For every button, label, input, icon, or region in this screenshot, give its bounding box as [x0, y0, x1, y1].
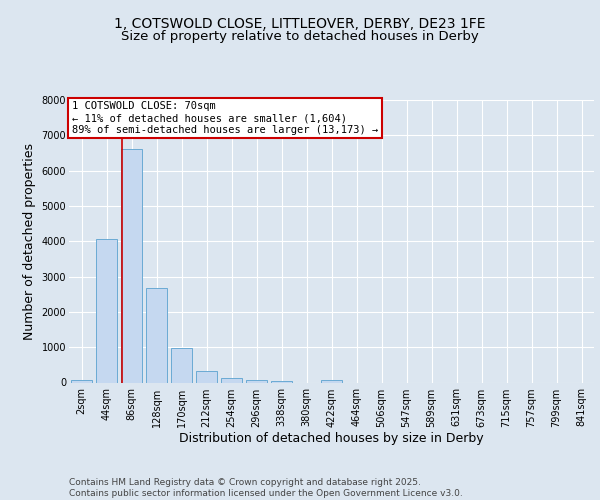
Bar	[171, 348, 192, 382]
Text: 1 COTSWOLD CLOSE: 70sqm
← 11% of detached houses are smaller (1,604)
89% of semi: 1 COTSWOLD CLOSE: 70sqm ← 11% of detache…	[71, 102, 378, 134]
Bar	[96, 240, 117, 382]
Bar	[196, 371, 217, 382]
Bar	[246, 380, 267, 382]
Bar	[146, 288, 167, 382]
Y-axis label: Number of detached properties: Number of detached properties	[23, 143, 36, 340]
Text: 1, COTSWOLD CLOSE, LITTLEOVER, DERBY, DE23 1FE: 1, COTSWOLD CLOSE, LITTLEOVER, DERBY, DE…	[114, 18, 486, 32]
Bar	[271, 381, 292, 382]
Bar	[71, 380, 92, 382]
Bar	[221, 378, 242, 382]
X-axis label: Distribution of detached houses by size in Derby: Distribution of detached houses by size …	[179, 432, 484, 446]
Text: Size of property relative to detached houses in Derby: Size of property relative to detached ho…	[121, 30, 479, 43]
Text: Contains HM Land Registry data © Crown copyright and database right 2025.
Contai: Contains HM Land Registry data © Crown c…	[69, 478, 463, 498]
Bar	[121, 148, 142, 382]
Bar	[321, 380, 342, 382]
